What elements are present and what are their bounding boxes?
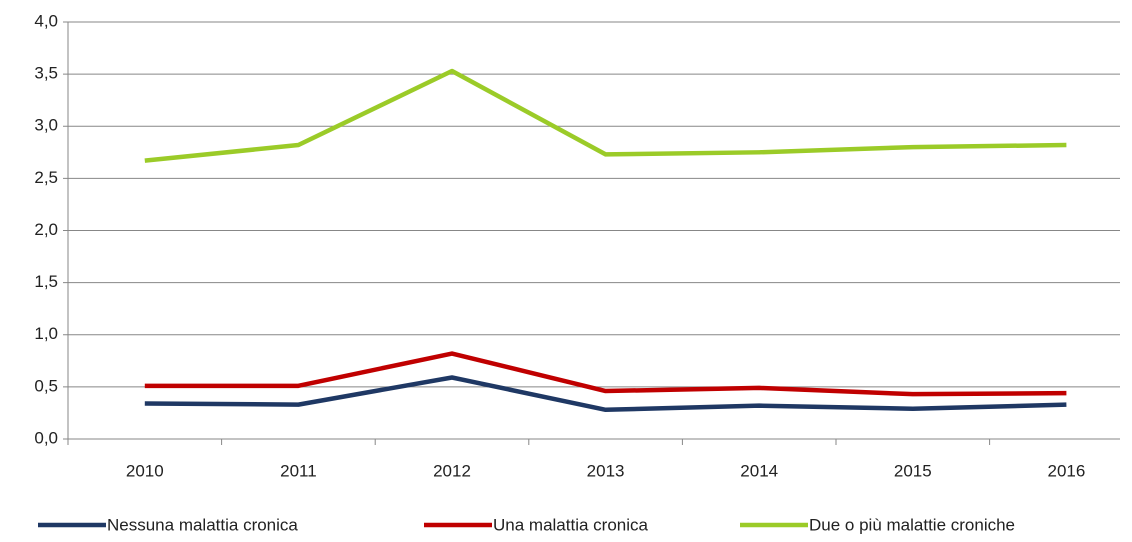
line-series xyxy=(144,351,1067,397)
x-tick-label: 2014 xyxy=(740,461,778,480)
line-series xyxy=(144,68,1067,163)
y-tick-label: 1,0 xyxy=(34,324,58,343)
y-tick-label: 3,0 xyxy=(34,116,58,135)
x-tick-label: 2012 xyxy=(433,461,471,480)
x-tick-label: 2016 xyxy=(1047,461,1085,480)
y-tick-label: 1,5 xyxy=(34,272,58,291)
x-tick-label: 2013 xyxy=(587,461,625,480)
legend-label: Due o più malattie croniche xyxy=(809,515,1015,534)
legend-label: Una malattia cronica xyxy=(493,515,649,534)
legend-label: Nessuna malattia cronica xyxy=(107,515,298,534)
y-tick-label: 0,0 xyxy=(34,428,58,447)
y-tick-label: 3,5 xyxy=(34,64,58,83)
y-tick-label: 2,5 xyxy=(34,168,58,187)
x-tick-label: 2010 xyxy=(126,461,164,480)
y-tick-label: 0,5 xyxy=(34,376,58,395)
x-tick-label: 2015 xyxy=(894,461,932,480)
y-tick-label: 2,0 xyxy=(34,220,58,239)
x-tick-label: 2011 xyxy=(280,461,317,480)
line-series xyxy=(144,375,1067,413)
y-tick-label: 4,0 xyxy=(34,11,58,30)
